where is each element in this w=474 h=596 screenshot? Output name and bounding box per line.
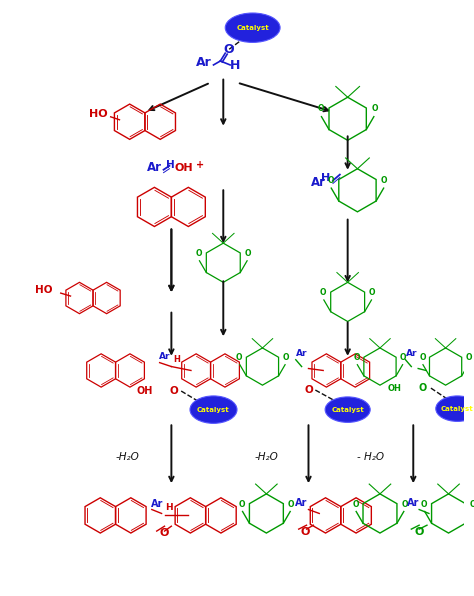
Text: O: O — [371, 104, 378, 113]
Text: O: O — [369, 288, 375, 297]
Text: O: O — [419, 353, 426, 362]
Text: O: O — [318, 104, 324, 113]
Text: H: H — [230, 60, 240, 72]
Text: H: H — [321, 173, 331, 182]
Text: HO: HO — [89, 109, 107, 119]
Text: Ar: Ar — [196, 57, 211, 70]
Text: O: O — [465, 353, 472, 362]
Text: OH: OH — [175, 163, 193, 173]
Text: O: O — [196, 249, 202, 258]
Text: OH: OH — [388, 384, 401, 393]
Text: H: H — [173, 355, 180, 364]
Text: -H₂O: -H₂O — [116, 452, 139, 462]
Text: O: O — [320, 288, 327, 297]
Text: Ar: Ar — [151, 499, 163, 508]
Text: Ar: Ar — [311, 176, 326, 189]
Text: H: H — [164, 503, 172, 512]
Text: HO: HO — [36, 285, 53, 295]
Text: Catalyst: Catalyst — [197, 406, 230, 412]
Text: O: O — [421, 499, 428, 508]
Text: O: O — [400, 353, 406, 362]
Ellipse shape — [325, 397, 370, 423]
Text: +: + — [196, 160, 204, 170]
Ellipse shape — [436, 396, 474, 421]
Text: O: O — [236, 353, 243, 362]
Ellipse shape — [190, 396, 237, 423]
Text: Ar: Ar — [159, 352, 170, 361]
Text: Ar: Ar — [295, 498, 308, 508]
Text: O: O — [160, 528, 169, 538]
Text: Ar: Ar — [147, 162, 162, 174]
Text: OH: OH — [137, 386, 153, 396]
Text: Ar: Ar — [407, 498, 419, 508]
Text: O: O — [170, 386, 179, 396]
Text: O: O — [352, 499, 359, 508]
Text: - H₂O: - H₂O — [356, 452, 383, 462]
Text: O: O — [381, 176, 388, 185]
Text: -H₂O: -H₂O — [255, 452, 278, 462]
Text: O: O — [401, 499, 408, 508]
Text: O: O — [470, 499, 474, 508]
Text: O: O — [328, 176, 334, 185]
Text: O: O — [354, 353, 360, 362]
Text: Catalyst: Catalyst — [441, 406, 474, 412]
Text: O: O — [301, 527, 310, 537]
Text: O: O — [239, 499, 245, 508]
Text: Catalyst: Catalyst — [237, 24, 269, 31]
Text: O: O — [414, 527, 424, 537]
Text: Ar: Ar — [296, 349, 307, 358]
Text: O: O — [419, 383, 427, 393]
Text: O: O — [245, 249, 251, 258]
Text: O: O — [288, 499, 294, 508]
Text: O: O — [224, 43, 235, 56]
Text: Catalyst: Catalyst — [331, 406, 364, 412]
Text: Ar: Ar — [406, 349, 417, 358]
Text: O: O — [283, 353, 289, 362]
Text: O: O — [304, 385, 313, 395]
Text: H: H — [166, 160, 175, 170]
Ellipse shape — [225, 13, 280, 42]
